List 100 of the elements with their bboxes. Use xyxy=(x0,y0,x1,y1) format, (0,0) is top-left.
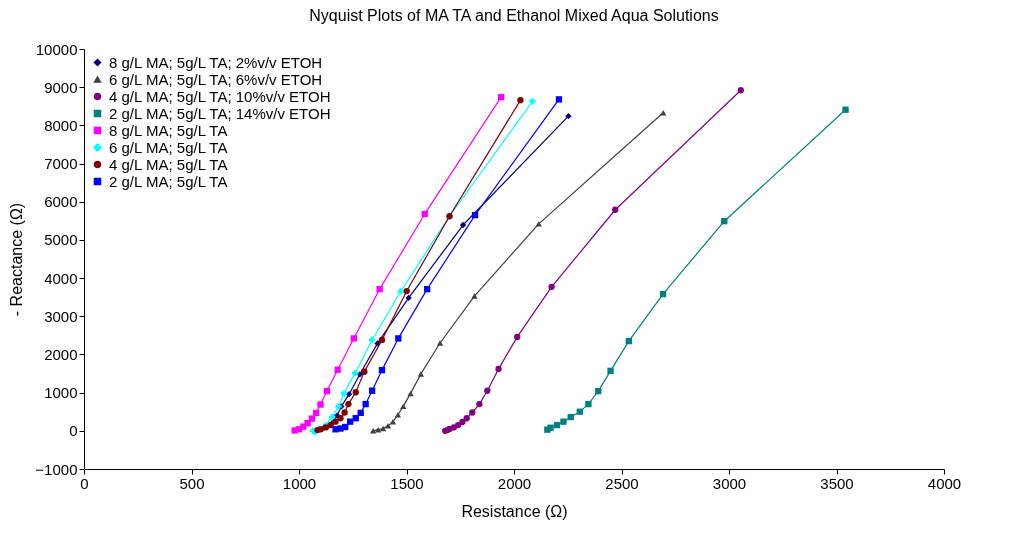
point xyxy=(405,294,412,302)
point xyxy=(423,286,431,293)
point xyxy=(576,408,583,415)
point xyxy=(407,390,414,397)
chart-title: Nyquist Plots of MA TA and Ethanol Mixed Aqua Solutions xyxy=(309,7,719,24)
point xyxy=(469,409,476,416)
point xyxy=(345,391,353,398)
point xyxy=(459,221,467,229)
point xyxy=(362,400,369,408)
legend-label: 8 g/L MA; 5g/L TA xyxy=(109,121,228,139)
y-tick-label: 0 xyxy=(69,422,78,440)
point xyxy=(471,211,479,219)
point xyxy=(567,413,574,421)
y-tick-label: 3000 xyxy=(44,307,78,325)
x-tick-label: 4000 xyxy=(927,474,962,492)
point xyxy=(347,418,354,425)
point xyxy=(417,371,425,377)
x-tick-label: 1500 xyxy=(390,474,424,492)
point xyxy=(514,333,521,341)
x-tick-label: 0 xyxy=(80,474,89,492)
point xyxy=(737,87,744,94)
point xyxy=(337,415,344,422)
x-tick-label: 1000 xyxy=(282,474,317,492)
point xyxy=(565,113,572,120)
point xyxy=(334,366,341,373)
point xyxy=(721,218,728,225)
legend-label: 2 g/L MA; 5g/L TA xyxy=(109,172,228,190)
point xyxy=(361,368,368,375)
y-tick-label: 9000 xyxy=(44,78,78,96)
point xyxy=(535,221,542,227)
x-tick-label: 2000 xyxy=(497,474,532,492)
legend-label: 8 g/L MA; 5g/L TA; 2%v/v ETOH xyxy=(109,53,323,71)
point xyxy=(471,293,478,299)
point xyxy=(374,340,381,347)
point xyxy=(612,206,619,213)
point xyxy=(376,286,383,293)
point xyxy=(463,415,470,422)
point xyxy=(317,401,324,408)
point xyxy=(352,389,359,396)
point xyxy=(341,409,348,416)
point xyxy=(607,367,614,375)
point xyxy=(555,96,563,103)
point xyxy=(560,418,567,425)
point xyxy=(421,210,428,218)
legend-label: 4 g/L MA; 5g/L TA; 10%v/v ETOH xyxy=(109,87,331,105)
y-tick-label: 7000 xyxy=(44,155,78,173)
point xyxy=(595,387,602,395)
point xyxy=(529,98,536,105)
legend-label: 2 g/L MA; 5g/L TA; 14%v/v ETOH xyxy=(109,104,331,122)
point xyxy=(384,423,392,429)
point xyxy=(484,387,491,394)
x-tick-label: 500 xyxy=(179,474,205,492)
point xyxy=(370,428,377,434)
point xyxy=(659,290,667,298)
point xyxy=(625,337,632,345)
point xyxy=(842,106,849,113)
point xyxy=(368,387,376,394)
point xyxy=(395,335,402,342)
point xyxy=(379,425,387,432)
y-axis-title: - Reactance (Ω) xyxy=(8,202,26,317)
y-tick-label: 8000 xyxy=(44,116,78,134)
y-tick-label: 1000 xyxy=(44,384,78,402)
y-tick-label: 10000 xyxy=(35,40,78,58)
y-tick-label: 5000 xyxy=(44,231,78,249)
point xyxy=(497,93,505,101)
x-tick-label: 3000 xyxy=(712,474,747,492)
point xyxy=(356,371,364,378)
x-tick-label: 3500 xyxy=(820,474,854,492)
point xyxy=(332,418,339,425)
y-tick-label: 4000 xyxy=(44,269,78,287)
point xyxy=(548,283,555,291)
x-axis-title: Resistance (Ω) xyxy=(461,502,568,520)
point xyxy=(308,415,316,422)
point xyxy=(459,418,466,426)
point xyxy=(378,336,386,344)
point xyxy=(350,335,357,342)
point xyxy=(304,420,311,427)
y-tick-label: −1000 xyxy=(35,460,78,478)
point xyxy=(313,409,320,417)
point xyxy=(340,390,348,397)
x-tick-label: 2500 xyxy=(605,474,639,492)
y-tick-label: 6000 xyxy=(44,193,78,211)
point xyxy=(345,400,352,408)
legend-label: 6 g/L MA; 5g/L TA; 6%v/v ETOH xyxy=(109,70,323,88)
point xyxy=(553,421,561,429)
point xyxy=(400,403,407,410)
point xyxy=(517,97,524,104)
point xyxy=(378,366,386,374)
point xyxy=(436,340,444,346)
point xyxy=(660,110,667,116)
legend-label: 6 g/L MA; 5g/L TA xyxy=(109,138,228,156)
point xyxy=(397,288,404,295)
point xyxy=(495,365,502,373)
point xyxy=(403,287,410,295)
legend-label: 4 g/L MA; 5g/L TA xyxy=(109,155,228,173)
point xyxy=(357,409,364,417)
point xyxy=(585,400,592,408)
point xyxy=(323,387,331,395)
y-tick-label: 2000 xyxy=(44,345,78,363)
point xyxy=(476,400,483,408)
